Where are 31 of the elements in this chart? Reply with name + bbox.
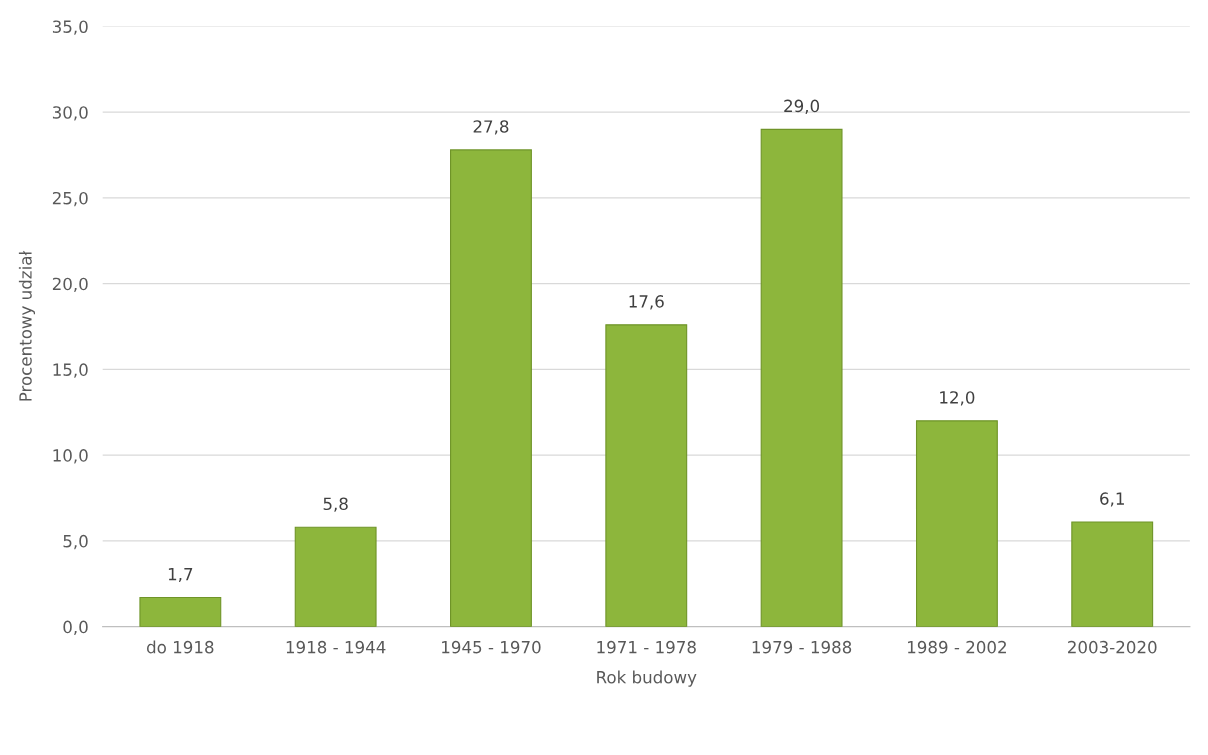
data-label: 29,0: [784, 99, 820, 114]
x-axis-title: Rok budowy: [597, 670, 697, 687]
y-tick-label: 15,0: [53, 363, 88, 378]
data-label: 5,8: [323, 497, 348, 512]
bar: [1071, 521, 1154, 627]
x-tick-label: 1945 - 1970: [442, 640, 541, 654]
x-tick-label: 1979 - 1988: [752, 640, 852, 654]
data-label: 1,7: [168, 567, 193, 583]
x-tick-label: 1971 - 1978: [597, 640, 696, 654]
bar: [760, 128, 843, 627]
y-tick-label: 0,0: [63, 620, 88, 635]
y-tick-label: 25,0: [52, 191, 88, 207]
bar: [915, 420, 998, 627]
data-label: 6,1: [1100, 492, 1124, 507]
bar: [605, 324, 688, 627]
y-tick-label: 35,0: [52, 20, 88, 35]
y-tick-label: 5,0: [63, 534, 88, 550]
x-tick-label: 1918 - 1944: [286, 640, 386, 654]
data-label: 27,8: [473, 120, 509, 135]
y-tick-label: 20,0: [52, 277, 88, 292]
y-tick-label: 10,0: [53, 449, 88, 464]
x-tick-label: do 1918: [147, 640, 214, 654]
bar: [294, 526, 377, 627]
y-tick-label: 30,0: [52, 106, 88, 121]
data-label: 17,6: [629, 295, 664, 310]
y-axis-title: Procentowy udział: [18, 250, 36, 401]
bar: [450, 149, 532, 627]
x-tick-label: 2003-2020: [1068, 640, 1157, 654]
data-label: 12,0: [940, 391, 975, 406]
bar: [139, 596, 222, 627]
x-tick-label: 1989 - 2002: [908, 640, 1006, 654]
